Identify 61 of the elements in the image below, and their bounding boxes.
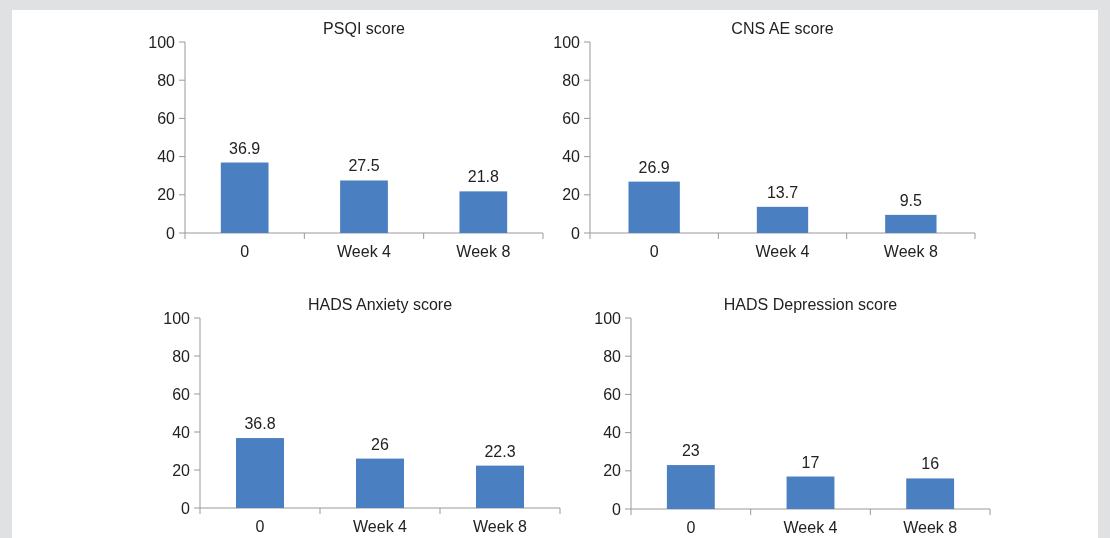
y-tick-label: 0: [571, 224, 581, 242]
y-tick-label: 60: [562, 110, 581, 127]
data-label: 9.5: [899, 191, 923, 209]
y-tick-label: 100: [148, 33, 176, 51]
y-tick-label: 40: [562, 148, 581, 166]
y-tick-label: 60: [157, 110, 176, 127]
y-tick-label: 60: [603, 386, 622, 403]
x-tick-label: Week 4: [337, 243, 392, 260]
bar: [236, 438, 284, 508]
y-tick-label: 0: [166, 224, 176, 242]
x-tick-label: 0: [649, 243, 659, 260]
x-tick-label: Week 8: [456, 243, 511, 260]
chart-title: PSQI score: [323, 20, 405, 37]
x-tick-label: 0: [686, 519, 696, 536]
y-tick-label: 100: [553, 33, 581, 51]
y-tick-label: 40: [157, 148, 176, 166]
y-tick-label: 80: [157, 71, 176, 89]
x-tick-label: Week 4: [755, 243, 810, 260]
chart-title: CNS AE score: [731, 20, 834, 37]
data-label: 16: [921, 455, 940, 473]
bar: [476, 465, 524, 508]
x-tick-label: Week 8: [883, 243, 938, 260]
x-tick-label: Week 8: [903, 519, 958, 536]
bar: [756, 206, 809, 233]
y-tick-label: 40: [172, 423, 191, 441]
data-label: 17: [801, 453, 820, 471]
bar: [356, 458, 404, 508]
data-label: 22.3: [484, 442, 516, 460]
bar: [220, 162, 269, 233]
data-label: 26: [371, 435, 389, 453]
y-tick-label: 0: [612, 500, 622, 518]
x-tick-label: Week 4: [353, 518, 408, 535]
x-tick-label: Week 8: [473, 518, 528, 535]
data-label: 36.9: [229, 139, 261, 157]
data-label: 13.7: [766, 183, 799, 201]
data-label: 27.5: [348, 157, 380, 175]
chart-title: HADS Anxiety score: [307, 296, 453, 313]
y-tick-label: 80: [172, 347, 191, 365]
y-tick-label: 80: [603, 347, 622, 365]
y-tick-label: 20: [157, 186, 176, 204]
data-label: 21.8: [467, 168, 500, 186]
y-tick-label: 60: [172, 385, 191, 403]
chart-title: HADS Depression score: [723, 296, 898, 313]
y-tick-label: 40: [603, 424, 622, 442]
data-label: 23: [681, 442, 700, 460]
bar: [628, 181, 680, 233]
y-tick-label: 100: [594, 309, 622, 327]
y-tick-label: 80: [562, 71, 581, 89]
x-tick-label: Week 4: [783, 519, 838, 536]
y-tick-label: 20: [603, 462, 622, 480]
y-tick-label: 20: [172, 461, 191, 479]
x-tick-label: 0: [240, 243, 250, 260]
y-tick-label: 0: [181, 499, 191, 517]
bar: [885, 214, 937, 233]
data-label: 26.9: [638, 158, 670, 176]
bar: [340, 180, 388, 233]
data-label: 36.8: [244, 415, 276, 433]
bar: [459, 191, 508, 233]
y-tick-label: 20: [562, 186, 581, 204]
y-tick-label: 100: [163, 309, 191, 327]
x-tick-label: 0: [255, 518, 265, 535]
